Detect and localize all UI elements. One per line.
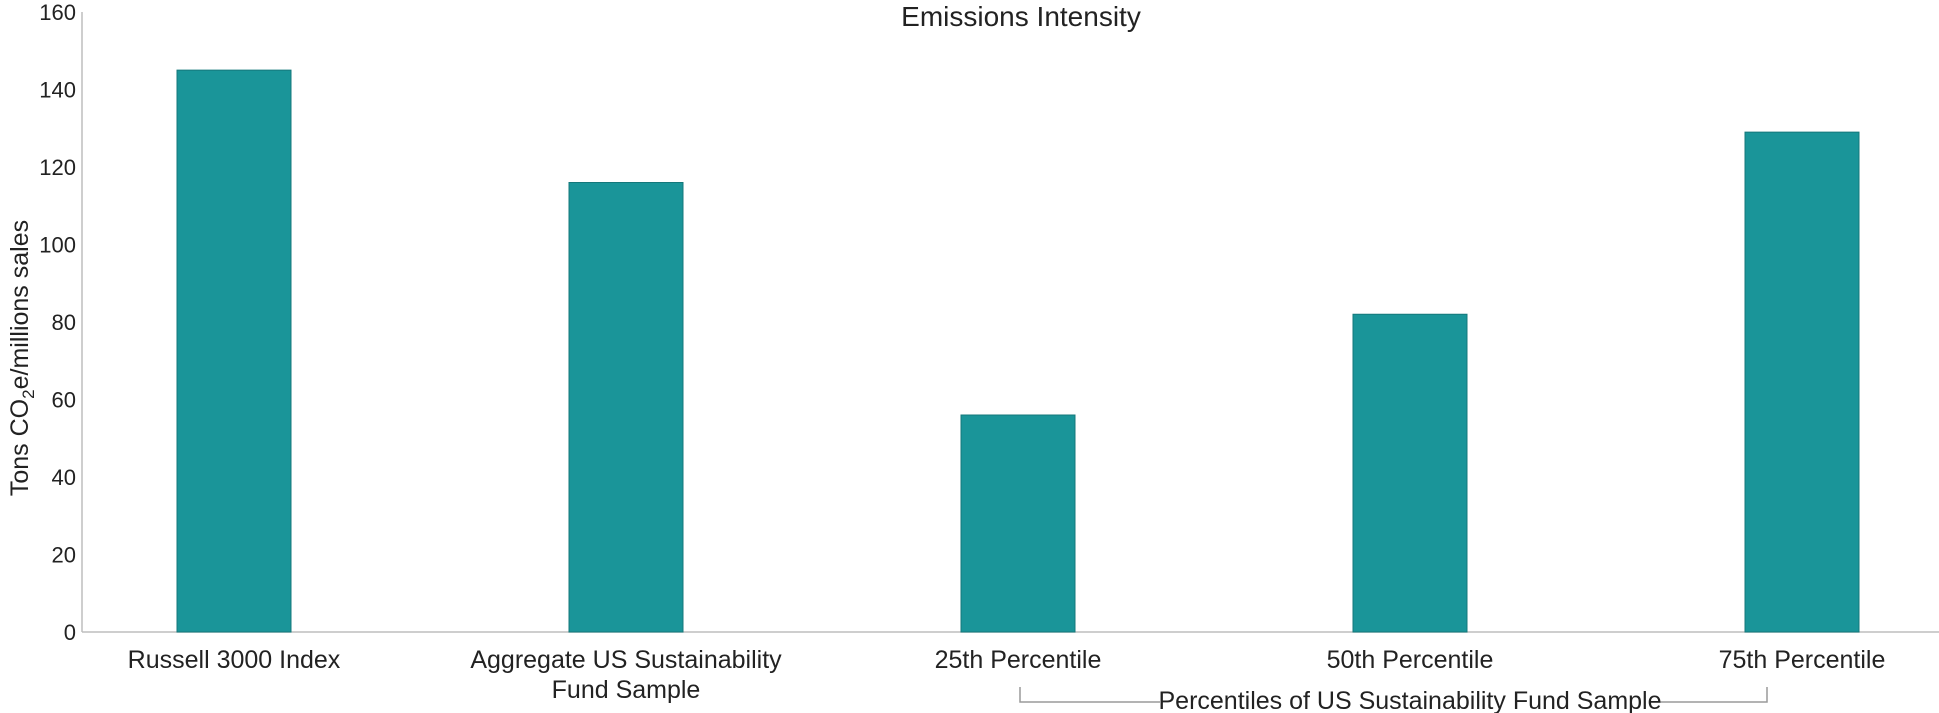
chart-title: Emissions Intensity (901, 1, 1141, 32)
y-axis-label-prefix: Tons CO (6, 399, 34, 496)
x-axis-category-labels: Russell 3000 Index Aggregate US Sustainab… (128, 646, 1886, 704)
x-category-label: Fund Sample (552, 676, 701, 704)
bar (568, 182, 684, 633)
y-tick-label: 100 (39, 233, 76, 258)
x-category-label: Russell 3000 Index (128, 646, 341, 674)
x-category-label: Aggregate US Sustainability (470, 646, 782, 674)
y-tick-label: 140 (39, 78, 76, 103)
bars (176, 69, 1860, 633)
y-tick-label: 20 (52, 543, 76, 568)
y-tick-label: 0 (64, 620, 76, 645)
x-category-label: 25th Percentile (935, 646, 1102, 674)
y-axis-label: Tons CO2e/millions sales (6, 220, 38, 496)
y-tick-label: 40 (52, 465, 76, 490)
percentile-group-label: Percentiles of US Sustainability Fund Sa… (1158, 687, 1661, 713)
bar (176, 69, 292, 633)
y-axis-label-suffix: e/millions sales (6, 220, 34, 390)
x-category-label: 75th Percentile (1719, 646, 1886, 674)
x-category-label: 50th Percentile (1327, 646, 1494, 674)
y-tick-label: 160 (39, 0, 76, 25)
bar (1352, 313, 1468, 633)
y-tick-label: 80 (52, 310, 76, 335)
bar (1744, 131, 1860, 633)
bar (960, 414, 1076, 633)
y-tick-label: 60 (52, 388, 76, 413)
svg-text:Tons CO2e/millions sales: Tons CO2e/millions sales (6, 220, 38, 496)
y-axis-label-subscript: 2 (19, 389, 38, 398)
y-axis-ticks: 0 20 40 60 80 100 120 140 160 (39, 0, 76, 645)
percentile-group-bracket (1019, 687, 1768, 703)
y-tick-label: 120 (39, 155, 76, 180)
